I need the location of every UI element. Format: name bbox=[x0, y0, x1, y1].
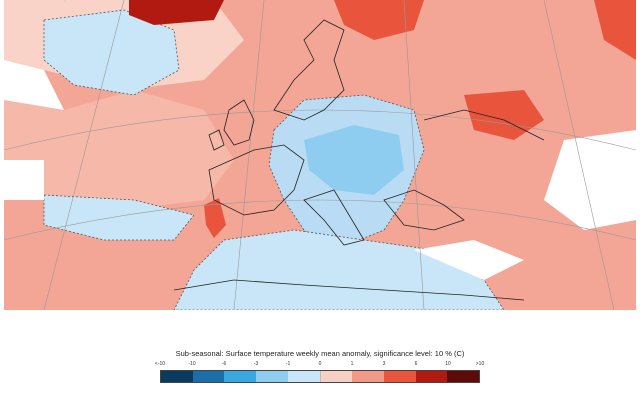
neutral-zone-west bbox=[4, 60, 64, 110]
legend-swatch bbox=[415, 371, 448, 382]
legend-tick: -6 bbox=[221, 361, 227, 367]
legend-tick: -3 bbox=[253, 361, 259, 367]
legend-tick: 3 bbox=[382, 361, 386, 367]
graticule bbox=[4, 0, 636, 310]
legend-tick: >10 bbox=[475, 361, 485, 367]
legend-tick: 1 bbox=[350, 361, 354, 367]
legend-swatch bbox=[383, 371, 416, 382]
anomaly-map[interactable] bbox=[4, 0, 636, 310]
legend-tick: -1 bbox=[285, 361, 291, 367]
legend-swatch bbox=[256, 371, 288, 382]
legend-swatch bbox=[287, 371, 321, 382]
legend-swatch bbox=[161, 371, 193, 382]
legend-tick: 6 bbox=[414, 361, 418, 367]
neutral-zone-east bbox=[544, 130, 636, 230]
legend-tick: <-10 bbox=[154, 361, 166, 367]
legend-swatch bbox=[352, 371, 384, 382]
legend-tick: 0 bbox=[318, 361, 322, 367]
legend-swatch bbox=[224, 371, 257, 382]
atlantic-warm-area bbox=[4, 90, 234, 210]
coastlines bbox=[173, 19, 545, 301]
cool-region-iberia-west bbox=[43, 194, 195, 241]
legend-tick: -10 bbox=[188, 361, 196, 367]
warm-region-portugal bbox=[204, 198, 226, 238]
neutral-zone-atlantic bbox=[4, 160, 44, 200]
map-canvas bbox=[4, 0, 636, 310]
warm-region-northeast bbox=[594, 0, 636, 60]
legend-swatch bbox=[447, 371, 480, 382]
warm-region-russia bbox=[464, 90, 544, 140]
cool-core-central-europe bbox=[304, 125, 404, 195]
legend-tick: 10 bbox=[445, 361, 451, 367]
warm-region-scandinavia bbox=[334, 0, 424, 40]
legend-title: Sub-seasonal: Surface temperature weekly… bbox=[175, 349, 465, 358]
warm-region-greenland bbox=[129, 0, 224, 25]
neutral-zone-levant bbox=[414, 240, 524, 280]
legend-ticks: <-10 -10 -6 -3 -1 0 1 3 6 10 >10 bbox=[155, 361, 484, 369]
legend-colorbar bbox=[160, 370, 480, 383]
legend-swatch bbox=[192, 371, 225, 382]
legend-swatch bbox=[320, 371, 353, 382]
